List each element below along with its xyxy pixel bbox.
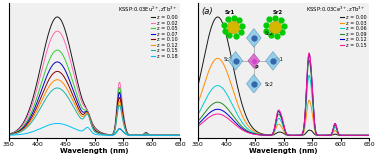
Text: KSSP:0.03Ce$^{3+}$,zTb$^{3+}$: KSSP:0.03Ce$^{3+}$,zTb$^{3+}$ xyxy=(307,4,366,13)
Legend: z = 0.00, z = 0.03, z = 0.06, z = 0.09, z = 0.12, z = 0.15: z = 0.00, z = 0.03, z = 0.06, z = 0.09, … xyxy=(339,15,367,48)
Text: KSSP:0.03Eu$^{2+}$,zTb$^{3+}$: KSSP:0.03Eu$^{2+}$,zTb$^{3+}$ xyxy=(118,4,177,13)
Legend: z = 0.00, z = 0.02, z = 0.05, z = 0.07, z = 0.10, z = 0.12, z = 0.15, z = 0.18: z = 0.00, z = 0.02, z = 0.05, z = 0.07, … xyxy=(150,15,178,59)
X-axis label: Wavelength (nm): Wavelength (nm) xyxy=(60,148,129,154)
X-axis label: Wavelength (nm): Wavelength (nm) xyxy=(249,148,318,154)
Text: (a): (a) xyxy=(201,7,213,16)
